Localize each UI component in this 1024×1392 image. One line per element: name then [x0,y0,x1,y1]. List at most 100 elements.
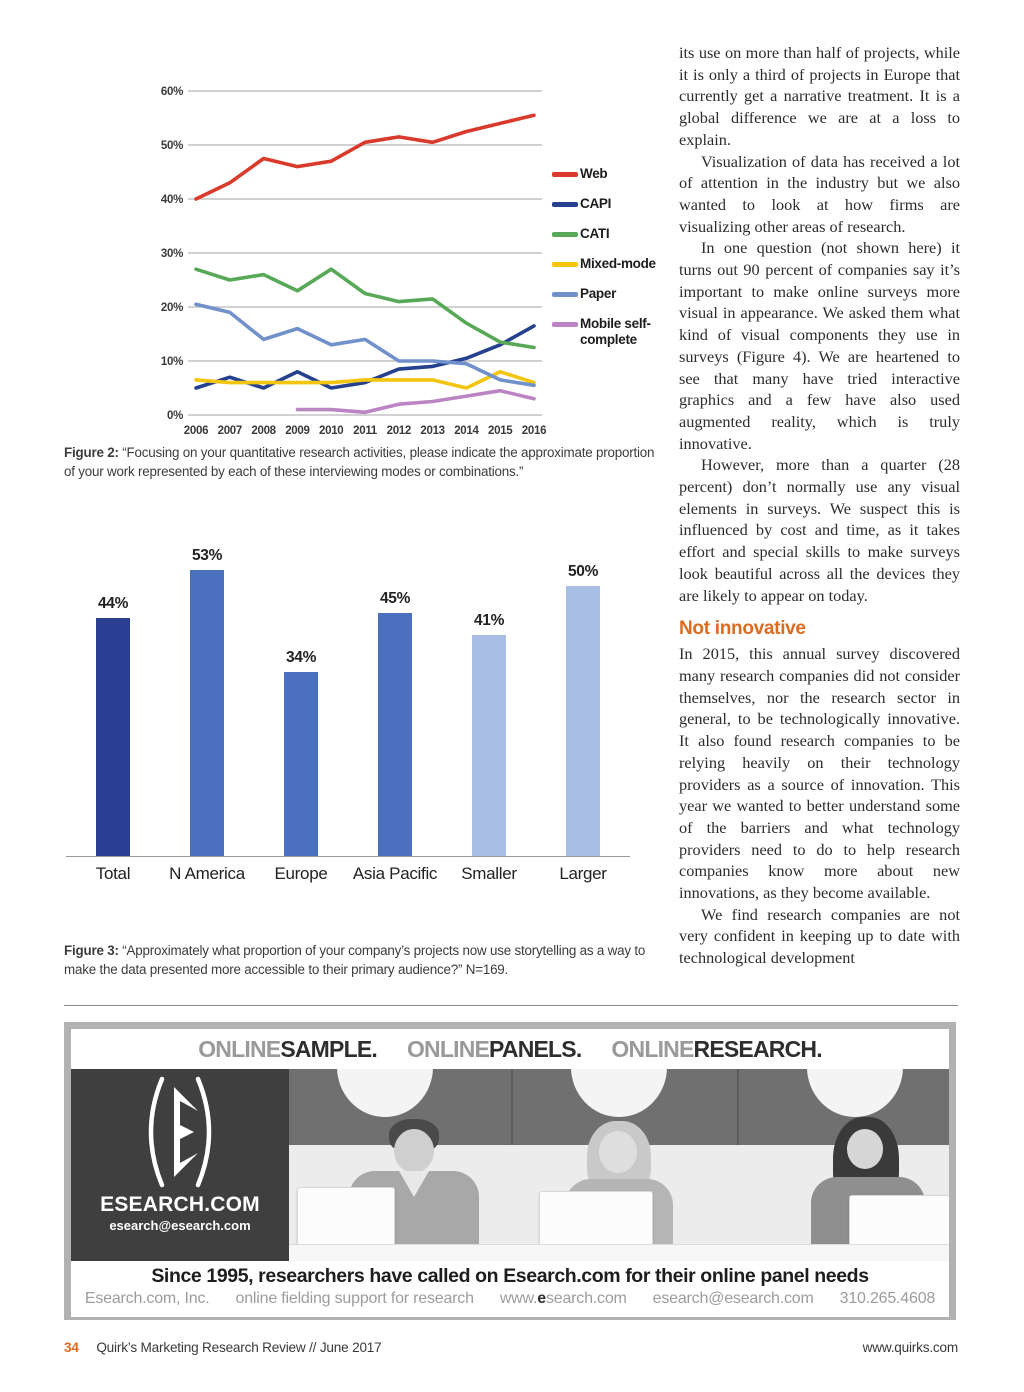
person-face [847,1129,883,1169]
legend-swatch [552,262,578,267]
ad-service-tagline: online fielding support for research [235,1290,474,1307]
legend-label: Mixed-mode [580,256,656,271]
legend-item: Mobile self-complete [552,316,664,348]
esearch-ad[interactable]: ONLINESAMPLE. ONLINEPANELS. ONLINERESEARCH… [64,1022,956,1320]
laptop [539,1191,653,1249]
svg-text:2011: 2011 [353,425,378,437]
svg-text:2006: 2006 [184,425,208,437]
person-man [349,1119,479,1245]
esearch-logo-box: ESEARCH.COM esearch@esearch.com [71,1069,289,1261]
svg-text:2012: 2012 [387,425,411,437]
bar-category-label: N America [169,864,245,883]
person-shirt [399,1171,429,1197]
figure3-bar-chart: 44% 53% 34% 45% 41% 50% Total N America Europe A… [66,540,630,884]
bar [378,613,412,856]
bar-value-label: 53% [191,547,223,564]
svg-text:2013: 2013 [420,425,444,437]
svg-text:60%: 60% [161,86,183,98]
bar-column: 41% [442,612,536,856]
desk [289,1244,949,1261]
svg-text:40%: 40% [161,194,183,206]
legend-swatch [552,172,578,177]
bar-column: 44% [66,595,160,856]
legend-swatch [552,232,578,237]
bar-value-label: 45% [379,590,411,607]
legend-label: Web [580,166,608,181]
bar-value-label: 41% [473,612,505,629]
figure2-caption: Figure 2: “Focusing on your quantitative… [64,444,660,481]
article-paragraph: Visualization of data has received a lot… [679,151,960,236]
ad-headline-segment: ONLINERESEARCH. [611,1035,822,1062]
article-paragraphs-bottom: In 2015, this annual survey discovered m… [679,643,960,969]
line-chart-plot: 0% 10% 20% 30% 40% 50% 60% 2006 2007 2008 2009 2010… [161,86,547,437]
svg-text:0%: 0% [167,410,183,422]
figure3-caption: Figure 3: “Approximately what proportion… [64,942,670,979]
esearch-logo-email[interactable]: esearch@esearch.com [109,1218,251,1233]
svg-text:2008: 2008 [251,425,276,437]
article-paragraph: its use on more than half of projects, w… [679,43,960,149]
svg-text:2009: 2009 [285,425,309,437]
bar-value-label: 34% [285,649,317,666]
bar [472,635,506,856]
bar-chart-bars: 44% 53% 34% 45% 41% 50% [66,540,630,857]
legend-swatch [552,202,578,207]
bar [284,672,318,856]
svg-text:2007: 2007 [218,425,242,437]
legend-swatch [552,292,578,297]
article-paragraphs-top: its use on more than half of projects, w… [679,42,960,606]
ad-headline-segment: ONLINEPANELS. [406,1035,582,1062]
laptop [849,1195,949,1249]
person-face [394,1129,434,1173]
bar-column: 53% [160,547,254,856]
article-paragraph: We find research companies are not very … [679,904,960,968]
line-chart-legend: Web CAPI CATI Mixed-mode Paper Mobile self-co… [552,166,664,348]
svg-text:2016: 2016 [522,425,546,437]
ad-email-link[interactable]: esearch@esearch.com [652,1290,814,1307]
journal-title: Quirk’s Marketing Research Review // Jun… [96,1340,382,1355]
person-face [599,1131,637,1173]
article-paragraph: In one question (not shown here) it turn… [679,238,960,453]
figure2-line-chart: 0% 10% 20% 30% 40% 50% 60% 2006 2007 2008 2009 2010… [150,40,570,440]
svg-text:2014: 2014 [454,425,479,437]
ad-body: ESEARCH.COM esearch@esearch.com [71,1069,949,1261]
svg-text:2015: 2015 [488,425,513,437]
figure2-caption-text: “Focusing on your quantitative research … [64,445,655,479]
ad-company: Esearch.com, Inc. [84,1290,210,1307]
bar [566,586,600,856]
legend-item: Web [552,166,664,182]
svg-text:20%: 20% [161,302,183,314]
legend-item: CATI [552,226,664,242]
article-column: its use on more than half of projects, w… [679,42,960,969]
journal-website[interactable]: www.quirks.com [862,1340,959,1355]
bar-column: 45% [348,590,442,856]
ad-headline-segment: ONLINESAMPLE. [198,1035,378,1062]
bar-category-label: Asia Pacific [352,864,438,883]
svg-text:50%: 50% [161,140,183,152]
article-paragraph: However, more than a quarter (28 percent… [679,455,960,605]
esearch-logo-glyph [148,1076,212,1188]
legend-label: Mobile self-complete [580,316,651,347]
bar-value-label: 44% [97,595,129,612]
legend-item: Paper [552,286,664,302]
article-paragraph: In 2015, this annual survey discovered m… [679,644,960,903]
figure2-caption-prefix: Figure 2: [64,445,119,460]
figure3-caption-text: “Approximately what proportion of your c… [64,943,646,977]
legend-swatch [552,322,578,327]
panel-seam [737,1069,739,1145]
ad-website-link[interactable]: www.esearch.com [499,1290,627,1307]
svg-text:30%: 30% [161,248,183,260]
ad-headline: ONLINESAMPLE. ONLINEPANELS. ONLINERESEARCH… [71,1029,949,1069]
ad-contact-line: Esearch.com, Inc. online fielding suppor… [71,1290,949,1308]
page-number: 34 [64,1340,79,1355]
section-heading: Not innovative [679,618,806,640]
legend-label: Paper [580,286,617,301]
legend-item: Mixed-mode [552,256,664,272]
svg-text:10%: 10% [161,356,183,368]
bar-value-label: 50% [567,563,599,580]
figure3-caption-prefix: Figure 3: [64,943,119,958]
ad-phone: 310.265.4608 [839,1290,936,1307]
divider-rule [64,1005,958,1006]
ad-tagline: Since 1995, researchers have called on E… [151,1265,869,1287]
legend-item: CAPI [552,196,664,212]
